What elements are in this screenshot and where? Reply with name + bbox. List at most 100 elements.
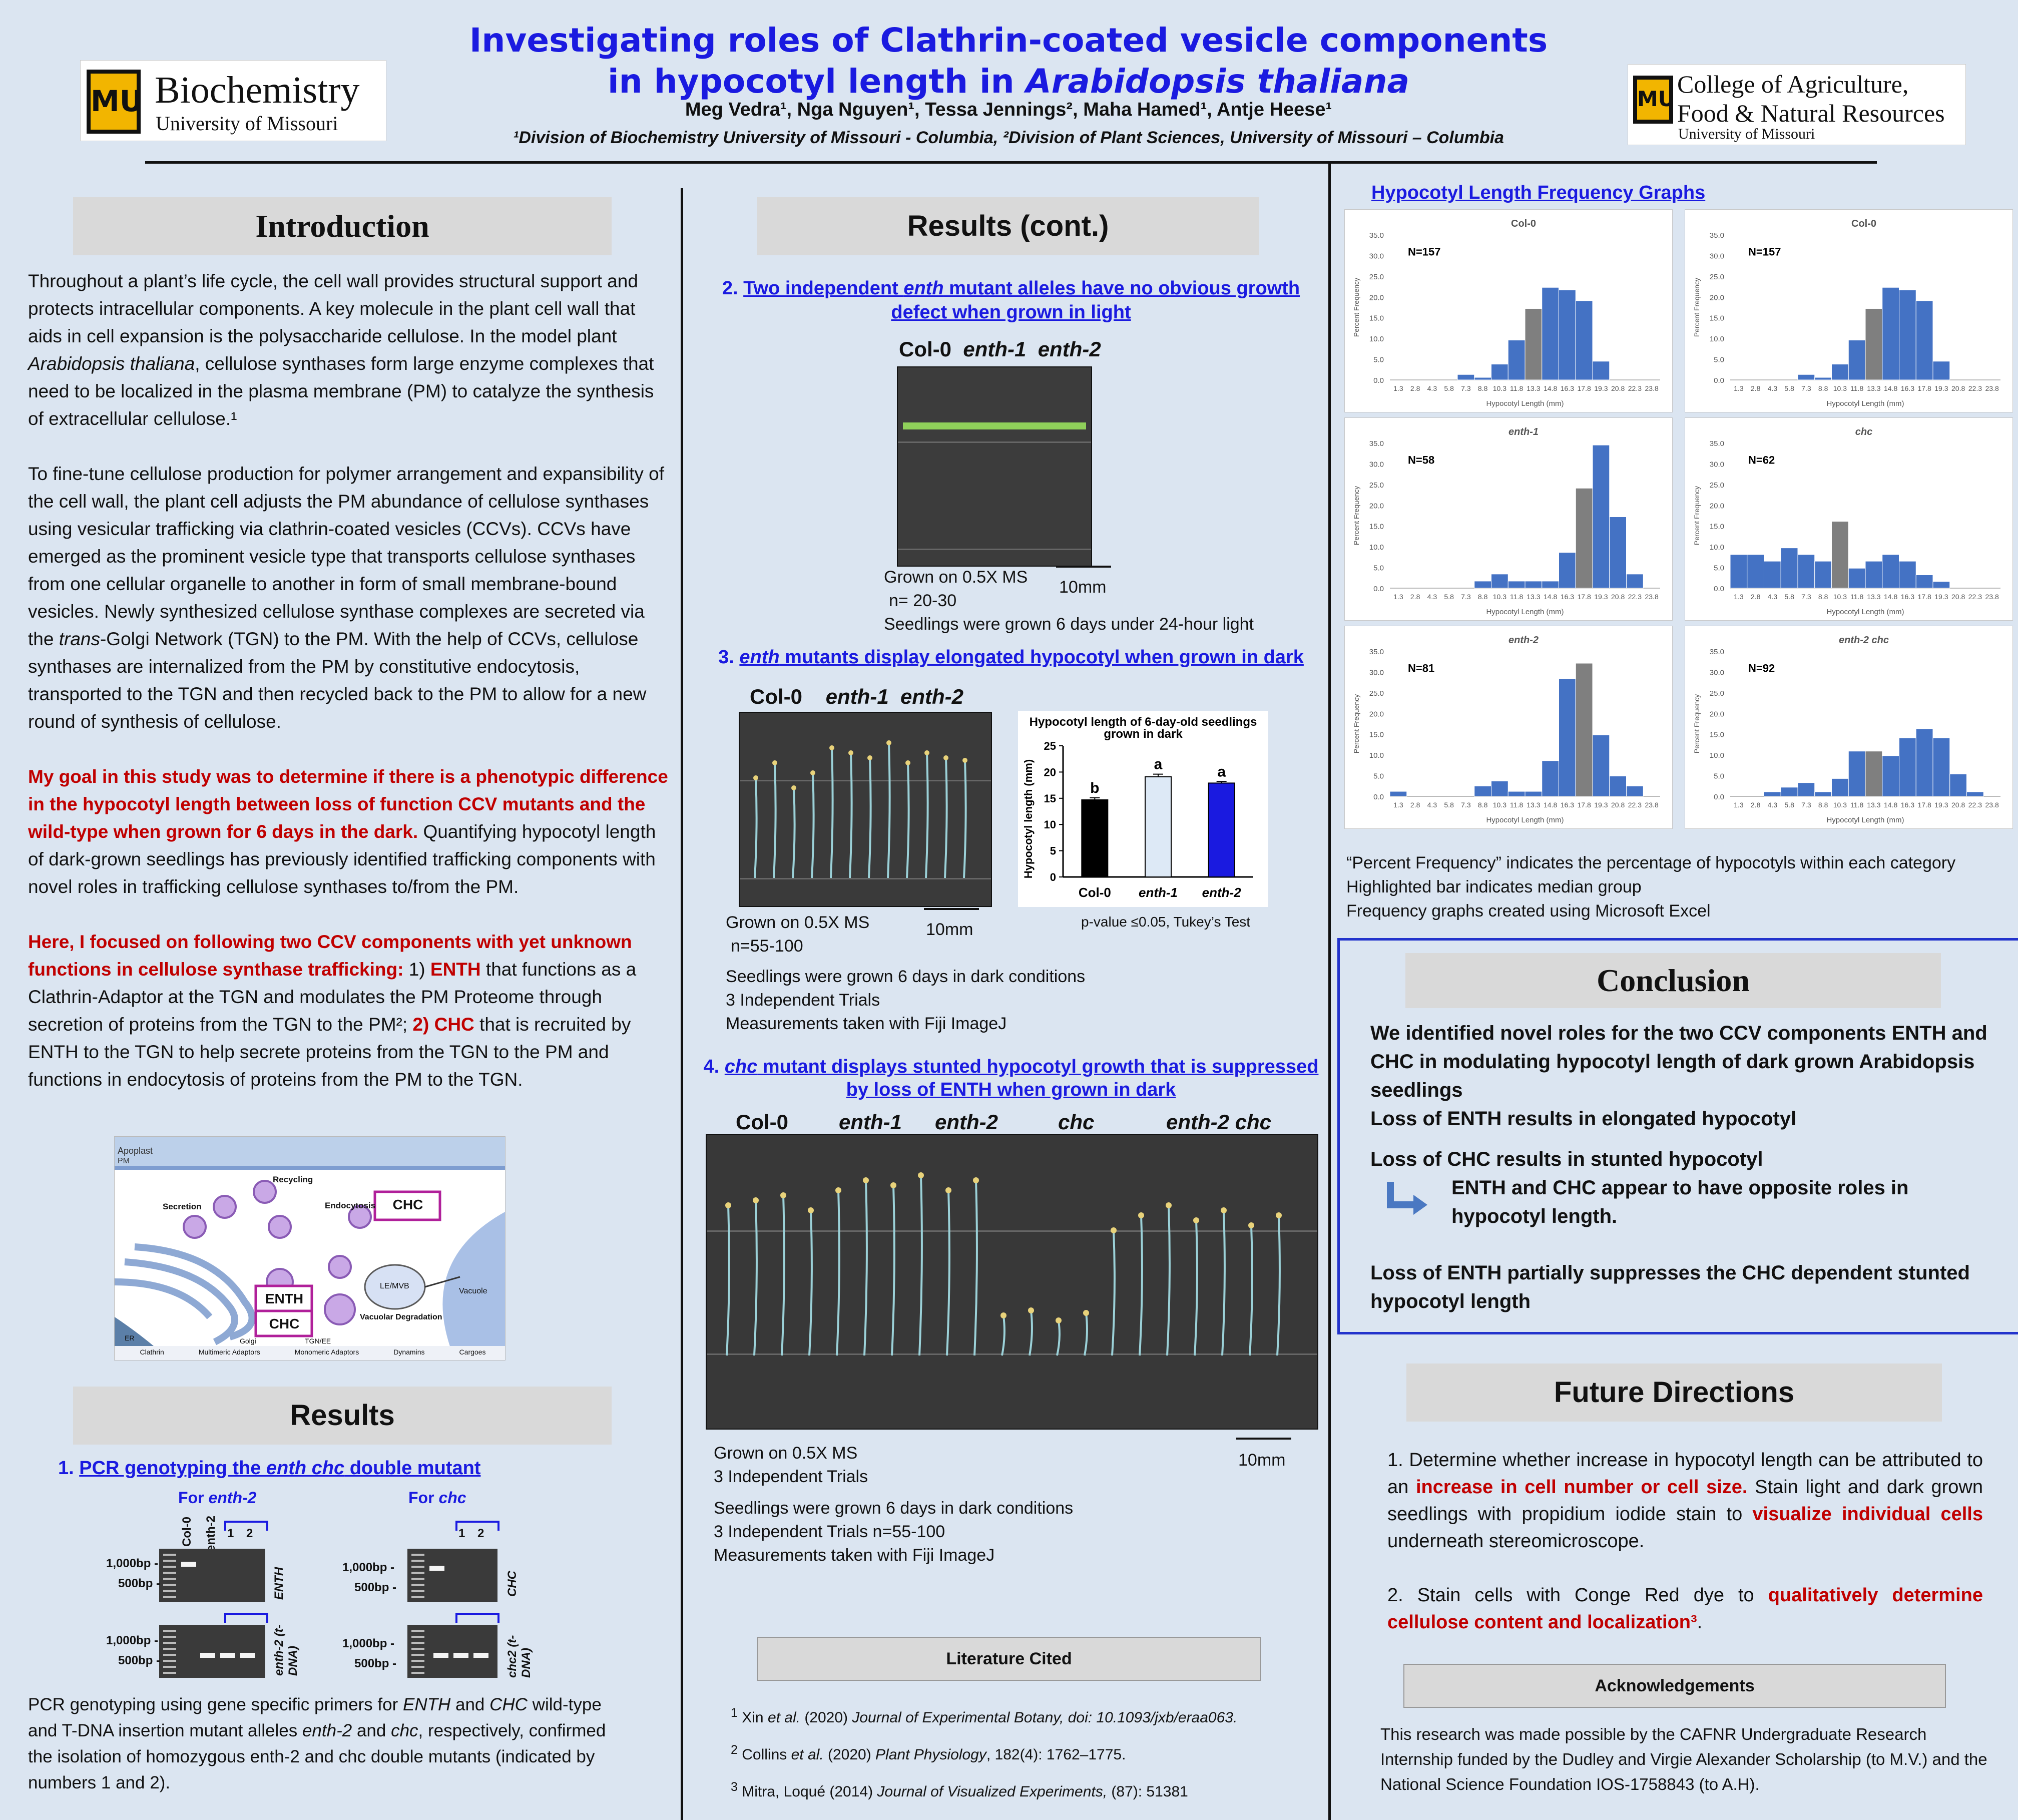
seedling-hypocotyl xyxy=(946,1190,950,1356)
golgi-cisterna-1 xyxy=(134,1243,256,1340)
seedling-hypocotyl xyxy=(781,1195,785,1356)
dark-caption-2: n=55-100 xyxy=(731,937,803,956)
histogram-ytick-label: 5.0 xyxy=(1714,772,1724,781)
seedling-cotyledon xyxy=(867,755,872,760)
pcr-caption-enth2: enth-2 xyxy=(302,1721,352,1740)
seedling-cotyledon xyxy=(1028,1307,1034,1313)
cotyledon-row xyxy=(903,422,1086,429)
seedling-cotyledon xyxy=(924,750,929,755)
histogram-xlabel: Hypocotyl Length (mm) xyxy=(1826,816,1904,824)
histogram-bar xyxy=(1966,791,1984,797)
intro-p2-trans: trans xyxy=(59,629,100,649)
histogram-xtick-label: 5.8 xyxy=(1444,593,1454,601)
histogram-svg: enth-1 N=58 0.0 5.0 10.0 15.0 20.0 25.0 30.0 35.0… xyxy=(1352,426,1660,616)
logo-right-name: College of Agriculture, Food & Natural Re… xyxy=(1677,70,1945,128)
chc-caption: Grown on 0.5X MS 3 Independent Trials Se… xyxy=(714,1442,1073,1567)
histogram-ytick-label: 15.0 xyxy=(1710,523,1724,531)
histogram-bar xyxy=(1491,574,1508,589)
bar-chart-ytick-label: 25 xyxy=(1044,740,1056,752)
histogram-bar xyxy=(1814,791,1832,797)
ref-2-etal: et al. xyxy=(791,1746,824,1763)
histogram-xtick-label: 1.3 xyxy=(1734,593,1744,601)
seedling-hypocotyl xyxy=(754,777,758,878)
histogram-xtick-label: 13.3 xyxy=(1867,593,1880,601)
pcr-caption-chc2: chc xyxy=(391,1721,418,1740)
histogram-xtick-label: 17.8 xyxy=(1578,801,1591,809)
result-2-number: 2. xyxy=(722,278,744,299)
histogram-bar xyxy=(1814,377,1832,380)
histogram-xtick-label: 2.8 xyxy=(1751,593,1761,601)
intro-focus: Here, I focused on following two CCV com… xyxy=(28,932,632,980)
histogram-xtick-label: 19.3 xyxy=(1934,801,1948,809)
histogram-svg: enth-2 chc N=92 0.0 5.0 10.0 15.0 20.0 25.0 30.0… xyxy=(1693,635,2000,824)
histogram-ytick-label: 35.0 xyxy=(1369,439,1384,448)
gel-band-chc2 xyxy=(433,1653,448,1658)
header-divider xyxy=(145,161,1877,164)
title-line-1: Investigating roles of Clathrin-coated v… xyxy=(469,21,1548,60)
result-3-heading: 3. enth mutants display elongated hypoco… xyxy=(696,647,1326,668)
dark-label-enth2: enth-2 xyxy=(900,685,964,708)
plate-grid-line xyxy=(740,780,991,781)
intro-p1-species: Arabidopsis thaliana xyxy=(28,353,195,374)
histogram-ytick-label: 5.0 xyxy=(1373,564,1384,573)
result-2-title-italic: enth xyxy=(903,278,944,299)
histogram-xtick-label: 23.8 xyxy=(1645,801,1659,809)
histogram-xtick-label: 10.3 xyxy=(1833,384,1847,392)
result-1-heading: 1. PCR genotyping the enth chc double mu… xyxy=(58,1458,480,1479)
histogram-ytick-label: 35.0 xyxy=(1369,231,1384,240)
histogram-xtick-label: 1.3 xyxy=(1393,593,1403,601)
mu-shield-icon: MU xyxy=(87,70,143,134)
histogram-bar xyxy=(1474,785,1491,797)
plate-background xyxy=(898,367,1091,566)
cafnr-logo: MU College of Agriculture, Food & Natural… xyxy=(1628,64,1966,145)
histogram-bar xyxy=(1814,561,1832,589)
histogram-n-label: N=92 xyxy=(1748,662,1775,674)
pcr-caption-c: , respectively, confirmed the isolation … xyxy=(28,1721,606,1792)
vesicle-1 xyxy=(183,1215,207,1239)
histogram-ytick-label: 0.0 xyxy=(1714,585,1724,593)
histogram-bar xyxy=(1797,554,1815,589)
conclusion-5: Loss of ENTH partially suppresses the CH… xyxy=(1370,1262,1970,1312)
histogram-xtick-label: 11.8 xyxy=(1850,384,1863,392)
vesicle-6 xyxy=(328,1255,352,1279)
histogram-svg: Col-0 N=157 0.0 5.0 10.0 15.0 20.0 25.0 30.0 35.0… xyxy=(1352,218,1660,408)
histogram-bar xyxy=(1491,364,1508,380)
diagram-svg xyxy=(114,1137,505,1360)
histogram-xtick-label: 14.8 xyxy=(1544,593,1557,601)
chc-caption-2: 3 Independent Trials xyxy=(714,1467,868,1486)
light-photo-labels: Col-0 enth-1 enth-2 xyxy=(899,337,1101,361)
chc-seedlings xyxy=(725,1172,1282,1356)
ref-1-journal: Journal of Experimental Botany, doi: 10.… xyxy=(852,1709,1238,1726)
results-heading: Results xyxy=(73,1387,612,1445)
conclusion-4: ENTH and CHC appear to have opposite rol… xyxy=(1451,1177,1909,1227)
ref-1-number: 1 xyxy=(731,1706,738,1720)
chc-label-chc: chc xyxy=(1058,1110,1095,1134)
histogram-xtick-label: 23.8 xyxy=(1985,593,1999,601)
histogram-svg: Col-0 N=157 0.0 5.0 10.0 15.0 20.0 25.0 30.0 35.0… xyxy=(1693,218,2000,408)
histogram-bar xyxy=(1797,374,1815,380)
ref-3-author: Mitra, Loqué (2014) xyxy=(737,1783,877,1800)
result-3-number: 3. xyxy=(718,647,740,668)
histogram-ylabel: Percent Frequency xyxy=(1352,278,1360,337)
plate-grid-line xyxy=(898,549,1091,550)
chc-seedlings-svg xyxy=(707,1135,1317,1429)
histogram-xtick-label: 1.3 xyxy=(1393,384,1403,392)
seedling-hypocotyl xyxy=(836,1190,840,1356)
seedling-hypocotyl xyxy=(1139,1215,1143,1356)
lane-enth2-label: enth-2 xyxy=(204,1516,218,1552)
histogram-bar xyxy=(1848,568,1866,589)
histogram-bar xyxy=(1949,773,1967,797)
bp-1000-label-2: 1,000bp - xyxy=(106,1634,159,1647)
histogram-ytick-label: 5.0 xyxy=(1714,564,1724,573)
histogram-note-1: “Percent Frequency” indicates the percen… xyxy=(1346,853,1956,872)
histogram-bar xyxy=(1609,516,1627,589)
seedling-cotyledon xyxy=(1111,1227,1117,1233)
gel-band-chc xyxy=(429,1566,444,1571)
seedling-hypocotyl xyxy=(1166,1205,1171,1356)
recycling-label: Recycling xyxy=(273,1175,313,1184)
histogram-xtick-label: 19.3 xyxy=(1934,593,1948,601)
chc-caption-1: Grown on 0.5X MS xyxy=(714,1444,858,1463)
histogram-svg: enth-2 N=81 0.0 5.0 10.0 15.0 20.0 25.0 30.0 35.0… xyxy=(1352,635,1660,824)
histogram-xtick-label: 22.3 xyxy=(1628,593,1642,601)
histogram-bar xyxy=(1932,581,1950,589)
